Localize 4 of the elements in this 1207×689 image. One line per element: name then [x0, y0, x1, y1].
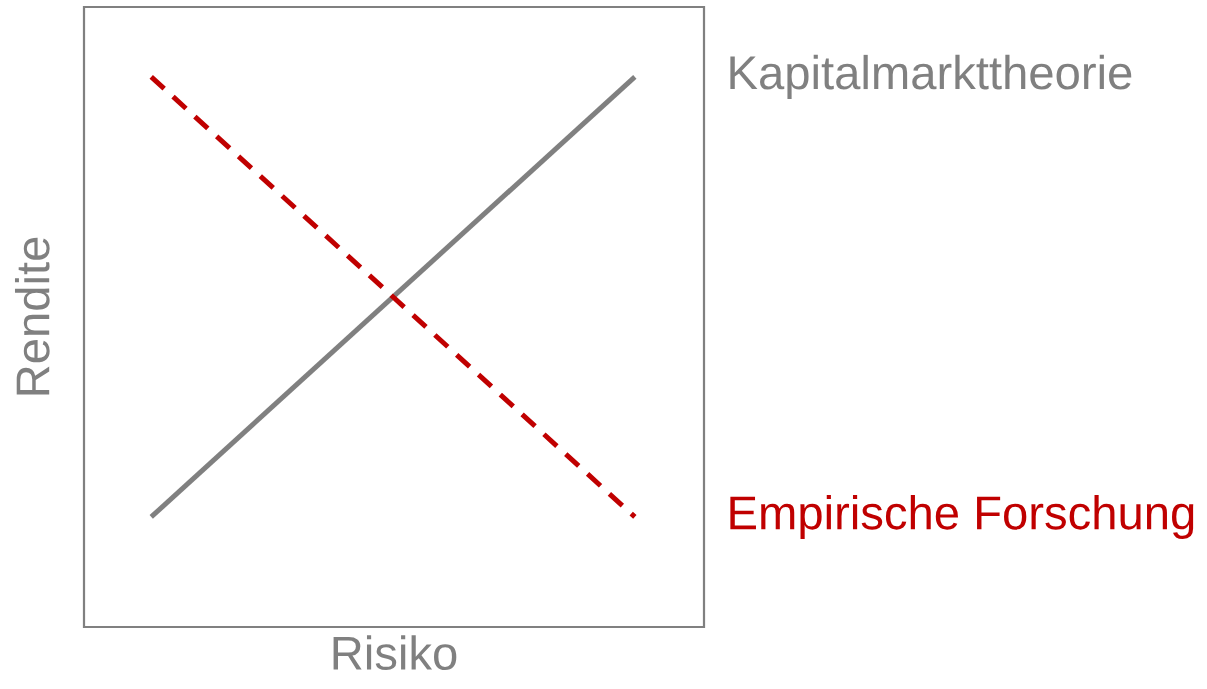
y-axis-title: Rendite: [14, 237, 50, 395]
text: Kapitalmarkttheorie: [730, 54, 1132, 99]
text: Empirische Forschung: [730, 494, 1194, 539]
x-axis-title: Risiko: [333, 635, 457, 671]
